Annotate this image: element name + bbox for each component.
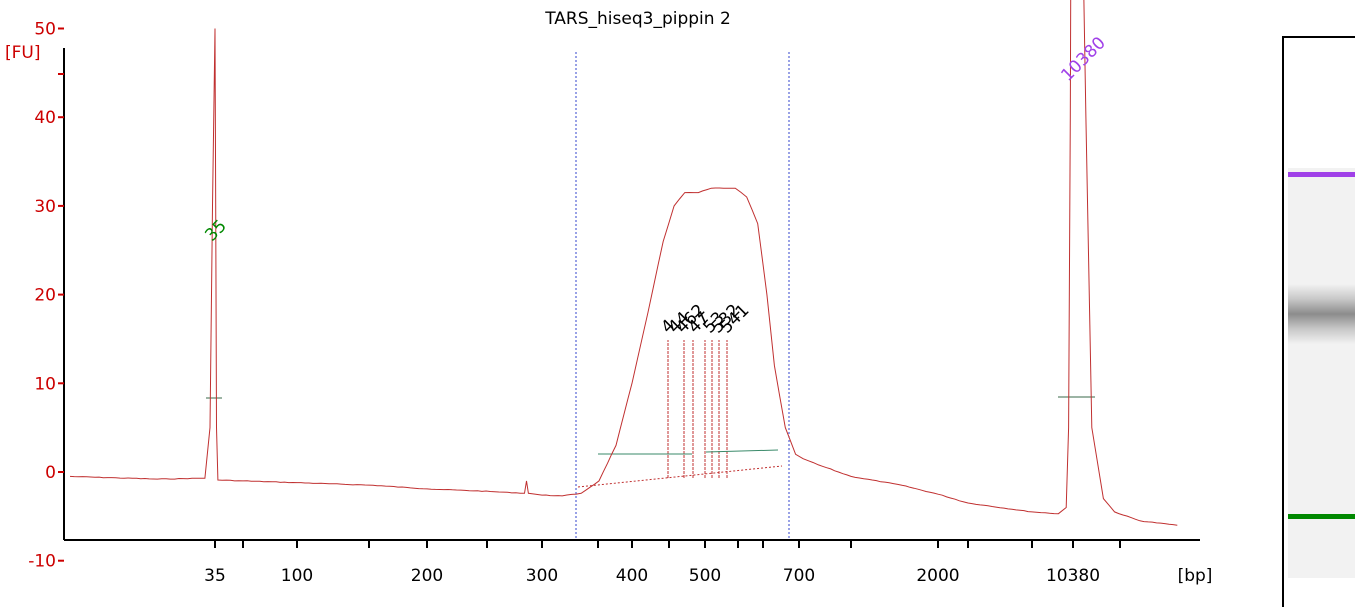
x-tick-label: 500 — [689, 566, 721, 586]
y-axis-label: [FU] — [5, 43, 41, 63]
smear-region — [206, 340, 1095, 488]
y-tick-label: -10 — [28, 552, 56, 572]
x-tick-label: 35 — [204, 566, 226, 586]
sample-smear-band — [1288, 284, 1355, 344]
peak-label-lower-marker: 35 — [201, 216, 230, 245]
peak-label-upper-marker: 10380 — [1057, 33, 1109, 85]
x-tick-label: 100 — [281, 566, 313, 586]
region-baseline — [577, 465, 783, 488]
y-tick-label: 10 — [34, 374, 56, 394]
upper-marker-band — [1288, 172, 1355, 177]
x-tick-label: 300 — [526, 566, 558, 586]
x-tick-label: 200 — [411, 566, 443, 586]
x-tick-label: 400 — [616, 566, 648, 586]
x-tick-label: 10380 — [1046, 566, 1100, 586]
x-ticks: 35 100 200 300 400 500 700 2000 10380 — [204, 540, 1121, 586]
y-tick-label: 20 — [34, 286, 56, 306]
y-tick-label: 50 — [34, 20, 56, 40]
y-tick-label: 0 — [45, 463, 56, 483]
trace-line — [69, 0, 1178, 526]
y-tick-label: 40 — [34, 108, 56, 128]
x-tick-label: 700 — [783, 566, 815, 586]
region-markers — [575, 52, 790, 540]
x-axis-label: [bp] — [1178, 566, 1213, 586]
lower-marker-band — [1288, 514, 1355, 519]
electropherogram-chart: TARS_hiseq3_pippin 2 [FU] [bp] -10 0 10 20 3… — [5, 0, 1213, 586]
gel-lane — [1288, 168, 1355, 578]
trace-series — [69, 0, 1178, 526]
x-tick-label: 2000 — [916, 566, 959, 586]
chart-title: TARS_hiseq3_pippin 2 — [544, 9, 731, 29]
gel-image-panel — [1282, 36, 1355, 607]
y-tick-label: 30 — [34, 197, 56, 217]
axes — [63, 48, 1200, 541]
y-ticks: -1001020304050607080 — [28, 20, 64, 572]
region-halfheight-line — [705, 449, 779, 453]
